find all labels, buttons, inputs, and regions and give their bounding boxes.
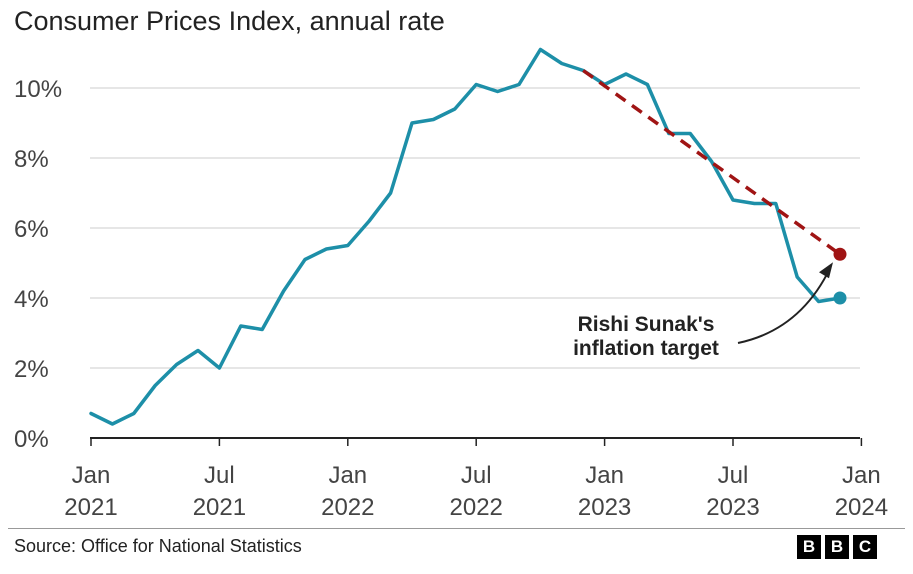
footer-divider [8,528,905,529]
x-tick-label-month: Jan [842,462,881,489]
x-tick-label-year: 2022 [450,494,503,521]
annotation-arrow [737,267,831,344]
x-tick-label-month: Jan [72,462,111,489]
y-tick-label: 6% [14,216,49,243]
line-chart: 0% 2% 4% 6% 8% 10% Jan 2021 Jul 2021 Jan 2022 Jul 20… [14,47,888,521]
target-line [582,69,842,256]
gridlines [90,87,860,369]
x-tick-label-month: Jan [328,462,367,489]
source-note: Source: Office for National Statistics [14,536,302,556]
x-tick-label-month: Jul [461,462,492,489]
series-group [89,47,847,426]
y-tick-label: 2% [14,356,49,383]
y-axis-labels: 0% 2% 4% 6% 8% 10% [14,76,62,453]
x-tick-label-year: 2023 [706,494,759,521]
x-tick-label-year: 2021 [193,494,246,521]
x-tick-label-month: Jan [585,462,624,489]
x-tick-label-year: 2023 [578,494,631,521]
logo-letter-b2: B [825,535,849,559]
y-tick-label: 4% [14,286,49,313]
cpi-end-marker [833,291,847,305]
x-tick-label-year: 2024 [835,494,888,521]
x-tick-label-year: 2021 [64,494,117,521]
y-tick-label: 8% [14,146,49,173]
annotation-line-2: inflation target [573,337,719,360]
logo-letter-c: C [853,535,877,559]
annotation-line-1: Rishi Sunak's [578,313,715,336]
x-tick-label-year: 2022 [321,494,374,521]
chart-title: Consumer Prices Index, annual rate [14,6,445,36]
y-tick-label: 10% [14,76,62,103]
bbc-logo: B B C [797,535,877,559]
logo-letter-b1: B [797,535,821,559]
annotation-arrowhead [819,262,833,279]
x-tick-label-month: Jul [204,462,235,489]
target-end-marker [833,247,847,261]
x-axis-labels: Jan 2021 Jul 2021 Jan 2022 Jul 2022 Jan 2023 Jul 20… [64,438,888,521]
cpi-line [89,47,842,426]
x-tick-label-month: Jul [718,462,749,489]
y-tick-label: 0% [14,426,49,453]
